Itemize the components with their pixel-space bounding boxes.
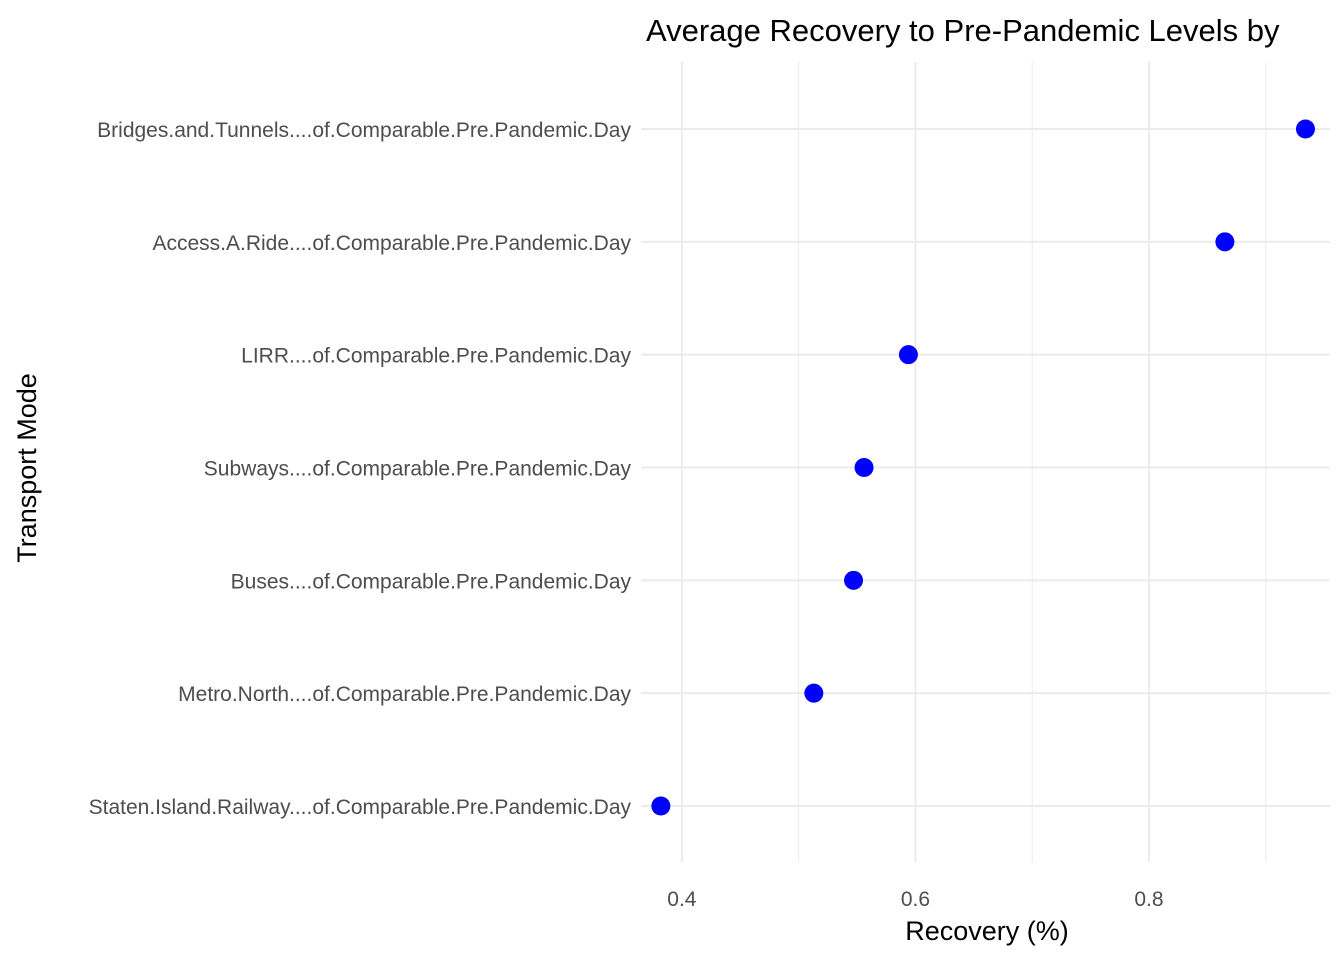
data-point [844, 570, 864, 590]
data-point [898, 345, 918, 365]
data-point [1215, 232, 1235, 252]
data-point [804, 683, 824, 703]
y-tick-label: Buses....of.Comparable.Pre.Pandemic.Day [231, 570, 632, 593]
y-tick-labels: Bridges.and.Tunnels....of.Comparable.Pre… [89, 119, 632, 819]
x-tick-label: 0.4 [667, 888, 697, 911]
y-tick-label: Subways....of.Comparable.Pre.Pandemic.Da… [204, 458, 632, 481]
x-tick-label: 0.6 [901, 888, 930, 911]
x-axis-title: Recovery (%) [905, 916, 1069, 946]
data-point [651, 796, 671, 816]
y-axis-title: Transport Mode [12, 373, 42, 563]
y-tick-label: Staten.Island.Railway....of.Comparable.P… [89, 796, 632, 819]
y-tick-label: LIRR....of.Comparable.Pre.Pandemic.Day [241, 345, 631, 368]
chart-title: Average Recovery to Pre-Pandemic Levels … [646, 13, 1280, 48]
grid-layer [641, 62, 1330, 862]
y-tick-label: Access.A.Ride....of.Comparable.Pre.Pande… [152, 232, 631, 255]
x-tick-label: 0.8 [1134, 888, 1163, 911]
x-tick-labels: 0.4 0.6 0.8 [667, 888, 1163, 911]
points-layer [651, 119, 1315, 816]
y-tick-label: Bridges.and.Tunnels....of.Comparable.Pre… [97, 119, 631, 142]
data-point [1295, 119, 1315, 139]
data-point [854, 458, 874, 477]
y-tick-label: Metro.North....of.Comparable.Pre.Pandemi… [178, 683, 631, 706]
